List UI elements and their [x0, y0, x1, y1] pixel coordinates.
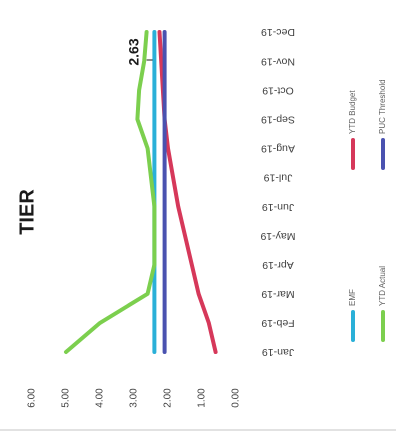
- y-tick-label: 2.00: [163, 388, 174, 408]
- x-tick-label: Aug-19: [261, 143, 295, 155]
- y-tick-label: 4.00: [95, 388, 106, 408]
- x-tick-label: Feb-19: [261, 317, 294, 329]
- y-tick-label: 6.00: [27, 388, 38, 408]
- x-tick-label: Jun-19: [262, 201, 294, 213]
- x-tick-label: Mar-19: [261, 288, 294, 300]
- x-tick-label: Apr-19: [262, 259, 294, 271]
- series-line-ytd-actual: [64, 30, 157, 354]
- data-label: 2.63: [125, 38, 141, 65]
- x-tick-label: Jan-19: [262, 346, 294, 358]
- y-tick-label: 0.00: [231, 388, 242, 408]
- x-tick-label: Oct-19: [262, 84, 294, 96]
- y-tick-label: 1.00: [197, 388, 208, 408]
- legend-label: YTD Actual: [378, 266, 387, 306]
- x-tick-label: Dec-19: [261, 26, 295, 38]
- y-tick-label: 5.00: [61, 388, 72, 408]
- x-tick-label: Nov-19: [261, 55, 295, 67]
- y-tick-label: 3.00: [129, 388, 140, 408]
- x-tick-label: May-19: [260, 230, 295, 242]
- legend-label: EMF: [348, 289, 357, 306]
- x-tick-label: Sep-19: [261, 113, 295, 125]
- legend-label: PUC Threshold: [378, 79, 387, 134]
- x-tick-label: Jul-19: [264, 172, 293, 184]
- chart-title: TIER: [16, 189, 38, 235]
- series-line-ytd-budget: [157, 30, 218, 354]
- legend-label: YTD Budget: [348, 90, 357, 134]
